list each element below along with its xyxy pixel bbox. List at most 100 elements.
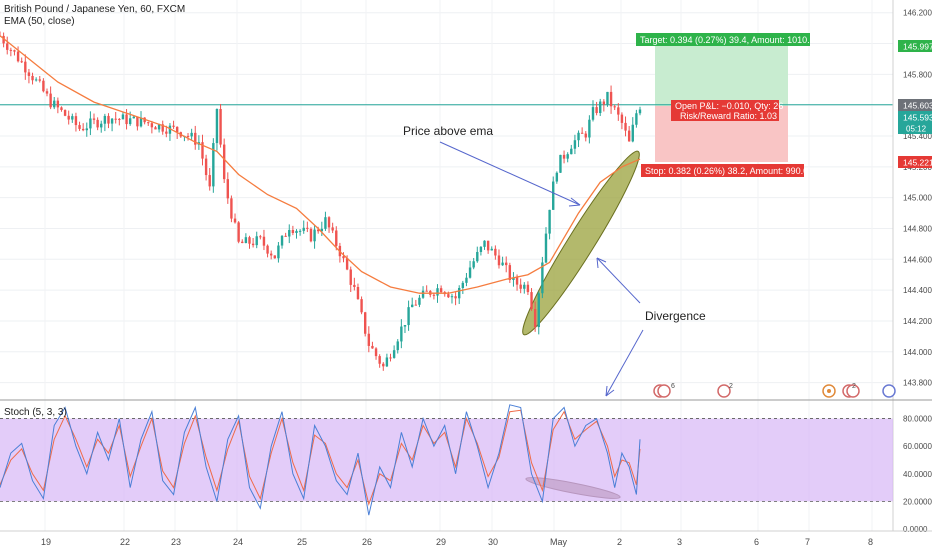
candle-body — [454, 296, 457, 299]
rr-label: Risk/Reward Ratio: 1.03 — [680, 111, 777, 121]
candle-body — [24, 61, 27, 73]
candle-body — [226, 179, 229, 199]
stoch-k-line — [0, 404, 641, 516]
candle-body — [378, 356, 381, 364]
candle-body — [425, 290, 428, 292]
candle-body — [219, 108, 222, 145]
candle-body — [233, 218, 237, 223]
target-zone[interactable] — [655, 46, 788, 106]
candle-body — [56, 100, 60, 108]
candle-body — [175, 126, 179, 133]
candle-body — [559, 154, 562, 173]
stoch-axis[interactable]: 80.0000 60.0000 40.0000 20.0000 0.0000 — [903, 415, 932, 534]
arrow-divergence-price — [596, 257, 641, 304]
candle-body — [552, 181, 555, 210]
candle-body — [194, 132, 197, 145]
event-badges[interactable]: 6 2 2 — [653, 383, 896, 398]
stoch-legend[interactable]: Stoch (5, 3, 3) — [4, 407, 67, 418]
candle-body — [63, 110, 67, 116]
candle-body — [613, 106, 616, 108]
time-tick-label: 26 — [362, 537, 372, 547]
candle-body — [157, 124, 161, 130]
time-axis[interactable]: 19 22 23 24 25 26 29 30 May 2 3 6 7 8 — [41, 537, 873, 547]
candle-body — [34, 79, 38, 81]
event-icon[interactable] — [717, 384, 731, 398]
candle-body — [190, 132, 193, 137]
price-tick-label: 144.600 — [903, 255, 932, 264]
candle-body — [570, 148, 573, 155]
candle-body — [472, 261, 475, 268]
price-tick-label: 145.400 — [903, 132, 932, 141]
candle-body — [259, 236, 262, 238]
candle-body — [620, 114, 624, 123]
last-price-label: 145.593 — [903, 113, 932, 123]
candle-body — [335, 230, 338, 246]
candle-body — [548, 209, 551, 234]
candle-body — [385, 357, 389, 367]
candle-body — [100, 123, 103, 128]
candle-body — [110, 118, 114, 124]
stop-price-badge — [898, 156, 932, 168]
stop-label: Stop: 0.382 (0.26%) 38.2, Amount: 990.07 — [645, 166, 813, 176]
candle-body — [139, 117, 143, 127]
candle-body — [490, 248, 493, 251]
event-icon[interactable] — [657, 384, 671, 398]
event-count: 2 — [729, 383, 733, 390]
target-label-box — [636, 33, 810, 46]
pnl-label-box — [671, 100, 779, 121]
candle-body — [237, 222, 240, 242]
candle-body — [400, 326, 403, 342]
price-tick-label: 145.800 — [903, 70, 932, 79]
candle-body — [92, 118, 96, 120]
candle-body — [602, 101, 606, 105]
candle-body — [436, 288, 439, 296]
candle-body — [537, 293, 540, 328]
time-tick-label: 23 — [171, 537, 181, 547]
divergence-ellipse-price[interactable] — [513, 145, 650, 342]
event-icon[interactable] — [846, 384, 860, 398]
price-tick-label: 145.000 — [903, 194, 932, 203]
candle-body — [251, 243, 255, 246]
candle-body — [38, 79, 41, 81]
target-label: Target: 0.394 (0.27%) 39.4, Amount: 1010… — [640, 35, 820, 45]
candle-body — [396, 341, 399, 351]
candle-body — [147, 122, 150, 124]
candle-body — [255, 236, 258, 246]
candle-body — [42, 80, 45, 92]
candle-body — [96, 119, 99, 128]
candle-body — [74, 116, 78, 126]
candle-body — [403, 325, 407, 327]
last-price-badge — [898, 111, 932, 123]
annotation-divergence[interactable]: Divergence — [645, 309, 706, 323]
candle-body — [78, 125, 81, 129]
candle-body — [201, 142, 204, 159]
event-icon[interactable] — [882, 384, 896, 398]
candle-body — [523, 284, 526, 289]
annotation-price-above-ema[interactable]: Price above ema — [403, 124, 493, 138]
candle-body — [309, 228, 313, 242]
symbol-title[interactable]: British Pound / Japanese Yen, 60, FXCM — [4, 4, 185, 15]
candle-body — [212, 143, 215, 187]
candle-body — [566, 154, 569, 159]
candle-body — [479, 246, 483, 252]
candle-body — [555, 172, 559, 182]
candle-body — [9, 49, 13, 51]
candle-body — [526, 284, 530, 293]
ema-legend[interactable]: EMA (50, close) — [4, 16, 75, 27]
event-icon[interactable] — [827, 389, 831, 393]
candle-body — [154, 127, 157, 130]
candle-body — [512, 277, 515, 280]
entry-price-label: 145.603 — [903, 101, 932, 111]
candle-body — [638, 109, 642, 114]
candle-body — [331, 227, 334, 231]
candle-body — [515, 277, 519, 285]
time-tick-label: 19 — [41, 537, 51, 547]
candle-body — [562, 154, 566, 159]
arrowhead-divergence-stoch — [605, 385, 615, 397]
candle-body — [411, 304, 414, 308]
candle-body — [121, 114, 125, 120]
arrow-divergence-stoch — [605, 329, 644, 397]
stop-price-label: 145.221 — [903, 158, 932, 168]
candle-body — [599, 101, 602, 114]
